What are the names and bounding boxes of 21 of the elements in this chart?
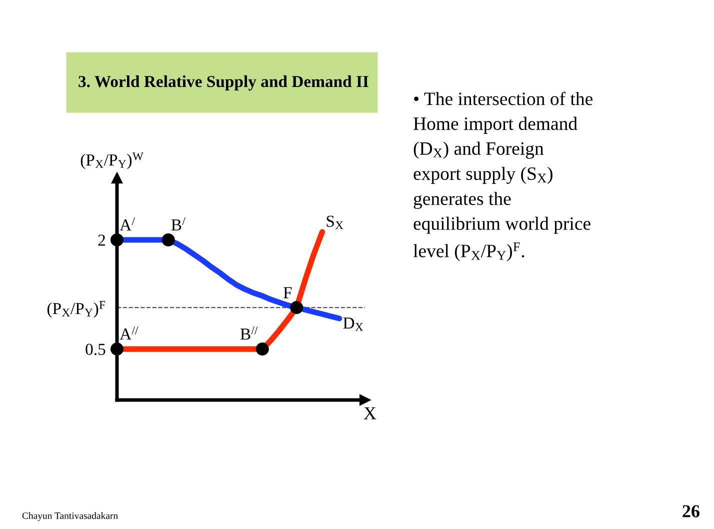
data-label: B$^{/}$: [171, 217, 186, 230]
data-label: A$^{//}$: [120, 326, 138, 340]
series-label: S$_{X}$: [326, 216, 344, 230]
data-label: A$^{/}$: [120, 217, 135, 230]
y-tick-label: (P$_{X}$/P$_{Y}$)$^{F}$: [47, 301, 106, 318]
chart-title: 3. World Relative Supply and Demand II: [78, 75, 368, 91]
y-axis-title: (P$_{X}$/P$_{Y}$)$^{W}$: [80, 152, 144, 169]
series-label: D$_{X}$: [343, 318, 364, 331]
data-label: F: [284, 287, 292, 298]
text: 26: [682, 505, 700, 518]
x-axis-title: X: [364, 407, 376, 420]
point: [162, 233, 175, 246]
data-label: B$^{//}$: [240, 326, 258, 340]
point: [110, 233, 124, 246]
point: [290, 301, 304, 314]
point: [110, 342, 124, 356]
y-tick-label: 0.5: [86, 344, 106, 356]
text: • The intersection of the Home import demand (D$_{X}$) and Foreign export supply (S$_{X}$) generates the equilibrium world price level (P$_{X}$/P$_{Y}$)$^{F}$.: [413, 92, 592, 262]
y-tick-label: 2: [98, 234, 105, 246]
point: [256, 342, 269, 356]
text: Chayun Tantivasadakarn: [22, 512, 118, 521]
